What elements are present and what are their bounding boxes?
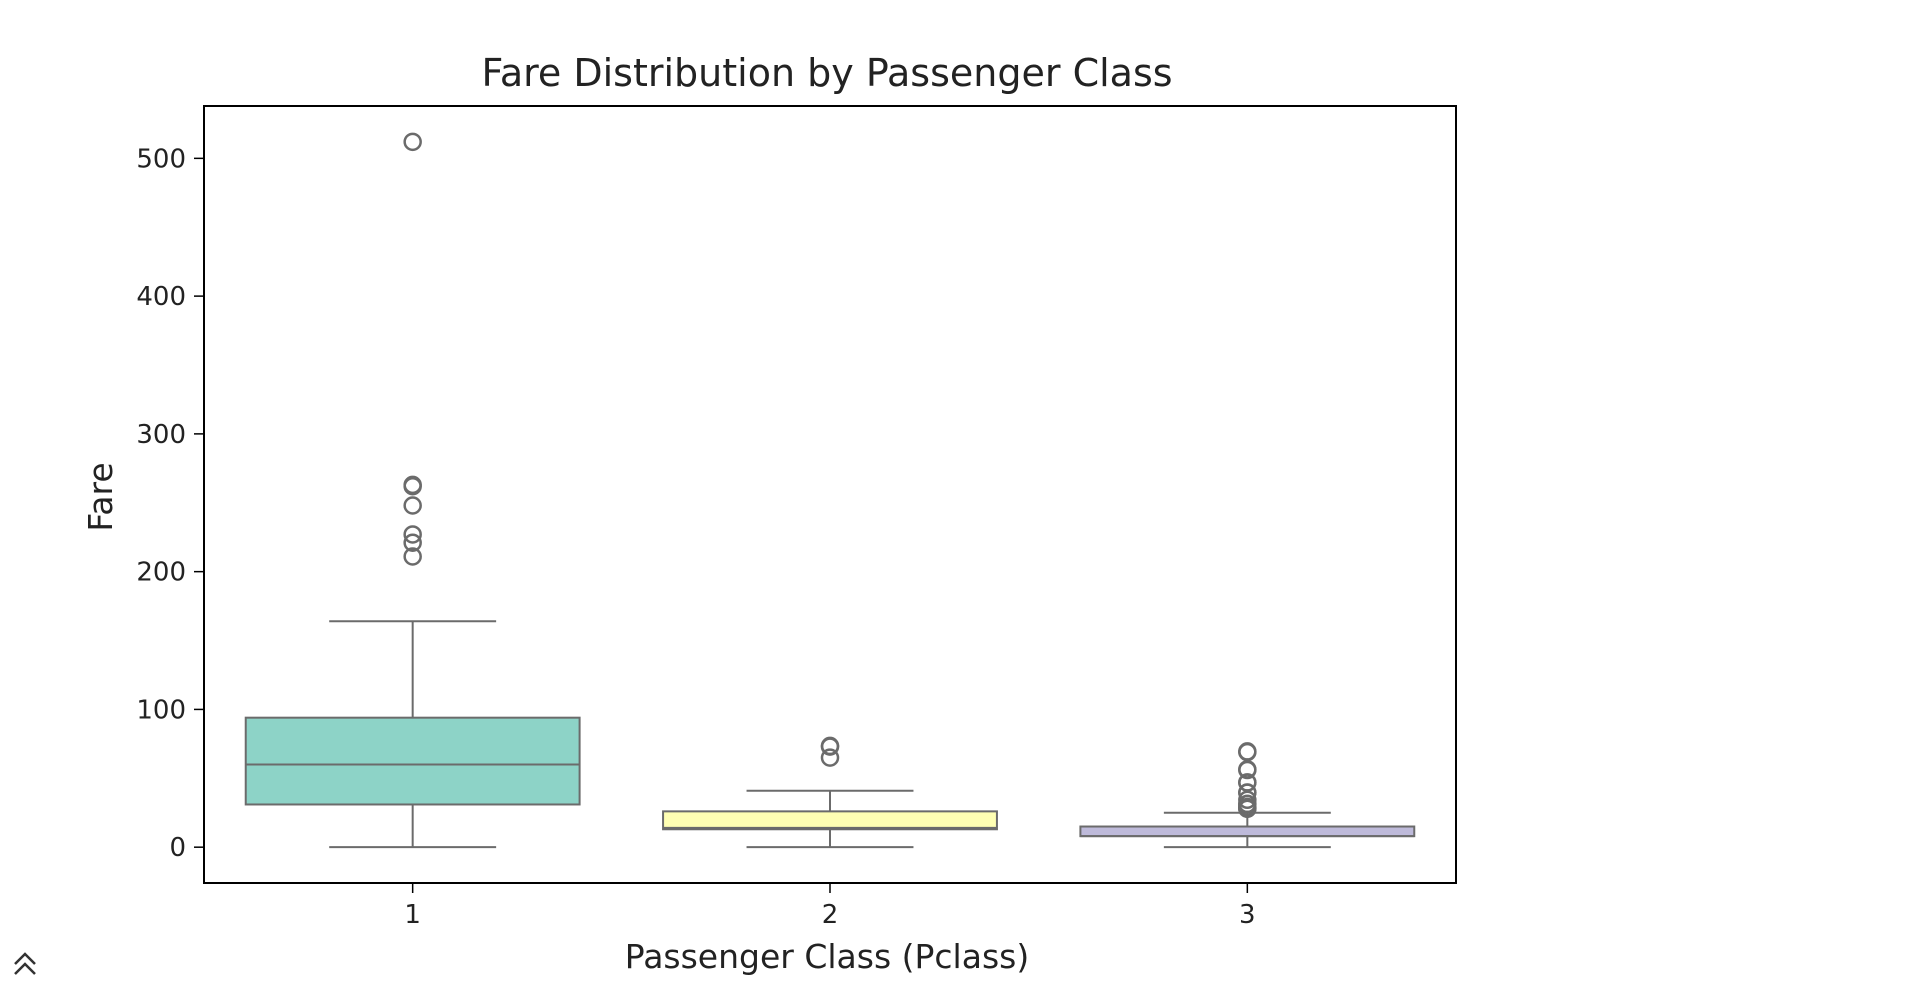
outlier-point xyxy=(403,547,422,566)
plot-frame xyxy=(203,105,1457,884)
outlier-point xyxy=(820,748,840,767)
outlier-point xyxy=(403,132,422,152)
y-tick-label: 200 xyxy=(136,558,186,588)
box-class-1 xyxy=(244,716,581,806)
y-tick-label: 400 xyxy=(136,282,186,312)
outlier-point xyxy=(403,496,422,515)
outlier-point xyxy=(403,476,422,496)
y-axis-label: Fare xyxy=(81,462,120,531)
double-chevron-up-icon xyxy=(14,952,36,975)
y-tick-label: 500 xyxy=(136,144,186,174)
scroll-to-top-button[interactable] xyxy=(10,950,40,980)
outlier-point xyxy=(1238,760,1257,780)
x-axis-label: Passenger Class (Pclass) xyxy=(625,937,1029,976)
box-class-2 xyxy=(662,810,998,831)
outlier-point xyxy=(1238,742,1257,762)
outlier-point xyxy=(820,737,840,756)
y-tick-label: 100 xyxy=(136,695,186,725)
x-tick-label: 2 xyxy=(822,900,839,930)
y-tick-label: 0 xyxy=(169,833,186,863)
plot-area: 0 100 200 300 400 500 1 2 3 xyxy=(136,132,1416,930)
outlier-point xyxy=(1238,799,1257,818)
x-tick-label: 3 xyxy=(1239,900,1256,930)
y-tick-label: 300 xyxy=(136,420,186,450)
chart-title: Fare Distribution by Passenger Class xyxy=(481,51,1172,95)
outlier-point xyxy=(403,533,422,552)
box-class-3 xyxy=(1079,825,1416,838)
x-tick-label: 1 xyxy=(404,900,421,930)
outlier-point xyxy=(403,525,422,544)
